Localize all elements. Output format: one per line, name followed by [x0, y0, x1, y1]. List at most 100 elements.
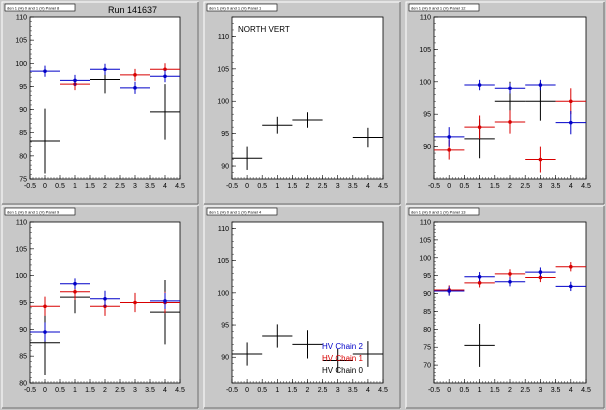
y-tick-label: 90	[423, 291, 431, 298]
data-point-marker	[103, 67, 107, 72]
y-tick-label: 100	[217, 99, 229, 106]
panel-4: den 1 (H) 0 and 1 (V) Panel 9 -0.5 0 0.5 1 1.…	[1, 205, 199, 409]
x-tick-label: -0.5	[24, 183, 36, 190]
legend-entry: HV Chain 2	[322, 342, 363, 351]
x-tick-label: 0	[245, 387, 249, 394]
panel-1: den 1 (H) 0 and 1 (V) Panel 8 -0.5 0 0.5 1 1.…	[1, 1, 199, 205]
y-tick-label: 95	[221, 131, 229, 138]
x-tick-label: 3.5	[145, 387, 155, 394]
y-tick-label: 90	[423, 144, 431, 151]
y-tick-label: 80	[19, 153, 27, 160]
panel-annotation: Run 141637	[108, 5, 157, 15]
y-tick-label: 95	[423, 273, 431, 280]
data-point-marker	[538, 275, 543, 280]
panel-2: den 1 (H) 0 and 1 (V) Panel 1 -0.5 0 0.5 1 1.…	[203, 1, 401, 205]
data-point-marker	[133, 86, 137, 90]
data-point-marker	[163, 74, 167, 79]
x-tick-label: 2.5	[115, 183, 125, 190]
x-tick-label: 4	[366, 183, 370, 190]
x-tick-label: 2	[508, 387, 512, 394]
panel-title-box	[206, 3, 278, 12]
x-tick-label: -0.5	[428, 387, 440, 394]
data-point-marker	[538, 270, 543, 274]
y-tick-label: 105	[15, 38, 27, 45]
x-tick-label: -0.5	[226, 387, 238, 394]
x-tick-label: 1	[275, 387, 279, 394]
y-tick-label: 105	[15, 246, 27, 253]
x-tick-label: 2	[103, 387, 107, 394]
y-tick-label: 95	[423, 112, 431, 119]
data-point-marker	[477, 274, 482, 279]
x-tick-label: 0.5	[257, 387, 267, 394]
legend-entry: HV Chain 1	[322, 354, 363, 363]
panel-title: den 1 (H) 0 and 1 (V) Panel 9	[7, 209, 60, 214]
data-point-marker	[43, 69, 47, 73]
panel-title-box	[408, 3, 480, 12]
y-tick-label: 85	[19, 130, 27, 137]
x-tick-label: 4	[163, 183, 167, 190]
y-tick-label: 90	[221, 355, 229, 362]
panel-title-box	[4, 207, 76, 216]
x-tick-label: 3	[538, 387, 542, 394]
x-tick-label: 0	[43, 183, 47, 190]
x-tick-label: 0.5	[460, 183, 470, 190]
x-tick-label: 0.5	[460, 387, 470, 394]
x-tick-label: 2.5	[520, 387, 530, 394]
x-tick-label: 4	[569, 183, 573, 190]
x-tick-label: 0	[245, 183, 249, 190]
x-tick-label: 0.5	[257, 183, 267, 190]
y-tick-label: 110	[218, 34, 229, 41]
data-point-marker	[508, 120, 512, 124]
data-point-marker	[133, 300, 137, 305]
data-point-marker	[538, 83, 543, 87]
x-tick-label: 4.5	[378, 387, 388, 394]
data-point-marker	[447, 135, 452, 139]
x-tick-label: 4	[366, 387, 370, 394]
x-tick-label: 3	[133, 387, 137, 394]
y-tick-label: 95	[19, 300, 27, 307]
y-tick-label: 110	[16, 220, 27, 227]
y-tick-label: 105	[217, 258, 229, 265]
data-point-marker	[569, 99, 573, 104]
x-tick-label: -0.5	[226, 183, 238, 190]
x-tick-label: 2	[306, 183, 310, 190]
data-point-marker	[73, 281, 77, 286]
y-tick-label: 75	[423, 345, 431, 352]
data-point-marker	[569, 120, 573, 125]
y-tick-label: 80	[423, 327, 431, 334]
y-tick-label: 105	[419, 47, 431, 54]
x-tick-label: 4	[163, 387, 167, 394]
x-tick-label: 1.5	[490, 183, 500, 190]
x-tick-label: 3.5	[348, 387, 358, 394]
x-tick-label: 1.5	[85, 183, 95, 190]
x-tick-label: 1	[73, 387, 77, 394]
data-point-marker	[163, 299, 167, 303]
x-tick-label: 4.5	[175, 387, 185, 394]
panel-title: den 1 (H) 0 and 1 (V) Panel 12	[411, 5, 466, 10]
data-point-marker	[538, 157, 543, 162]
x-tick-label: 1.5	[288, 183, 298, 190]
x-tick-label: 3.5	[348, 183, 358, 190]
x-tick-label: 2.5	[318, 183, 328, 190]
y-tick-label: 95	[19, 84, 27, 91]
plot-area	[433, 221, 587, 384]
y-tick-label: 100	[15, 61, 27, 68]
x-tick-label: 1.5	[85, 387, 95, 394]
data-point-marker	[477, 125, 482, 129]
panel-3: den 1 (H) 0 and 1 (V) Panel 12-0.5 0 0.5 1 1…	[405, 1, 605, 205]
panel-title: den 1 (H) 0 and 1 (V) Panel 1	[209, 5, 262, 10]
data-point-marker	[569, 284, 573, 289]
data-point-marker	[477, 281, 482, 285]
x-tick-label: 2.5	[318, 387, 328, 394]
data-point-marker	[43, 330, 47, 334]
panel-annotation: NORTH VERT	[238, 25, 290, 34]
data-point-marker	[508, 279, 512, 284]
data-point-marker	[43, 304, 47, 309]
x-tick-label: 4	[569, 387, 573, 394]
y-tick-label: 110	[420, 220, 431, 227]
x-tick-label: 2	[103, 183, 107, 190]
data-point-marker	[163, 67, 167, 72]
plot-area	[231, 16, 384, 180]
data-point-marker	[133, 73, 137, 77]
y-tick-label: 100	[419, 79, 431, 86]
